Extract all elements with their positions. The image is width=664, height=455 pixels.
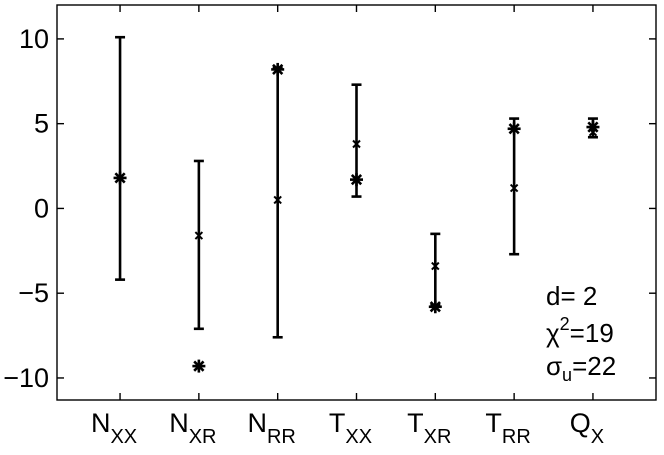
annotation-d: d= 2: [546, 281, 597, 311]
x-category-main: T: [329, 408, 346, 438]
y-tick-label: −5: [18, 278, 49, 308]
annotation-chi-value: =19: [570, 318, 614, 348]
x-category-subscript: RR: [502, 426, 531, 448]
star-marker: [428, 300, 442, 314]
x-category-subscript: XR: [424, 426, 452, 448]
x-category-main: T: [485, 408, 502, 438]
annotation-sigma-value: =22: [572, 351, 616, 381]
x-category-label: TRR: [485, 408, 530, 448]
annotation-sigma: σu=22: [546, 351, 616, 385]
x-category-label: NRR: [247, 408, 295, 448]
y-tick-label: 5: [34, 109, 49, 139]
x-category-subscript: XX: [110, 426, 137, 448]
star-marker: [192, 359, 206, 373]
x-axis-labels: NXX NXR NRR TXX TXR TRR QX: [91, 408, 604, 448]
x-category-main: Q: [570, 408, 591, 438]
y-axis-ticks: −10 −5 0 5 10: [3, 5, 656, 400]
star-stroke: [350, 174, 363, 186]
star-marker: [586, 120, 600, 134]
annotation-chi-symbol: χ: [546, 318, 560, 348]
star-marker: [271, 62, 285, 76]
star-marker: [507, 122, 521, 136]
center-mark: [273, 195, 282, 205]
star-markers: [113, 62, 600, 373]
x-category-subscript: XR: [189, 426, 217, 448]
star-stroke: [508, 123, 520, 135]
x-category-label: NXR: [169, 408, 216, 448]
x-category-main: T: [407, 408, 424, 438]
x-category-main: N: [247, 408, 267, 438]
center-mark: [194, 231, 204, 240]
plot-area: [56, 4, 657, 401]
star-stroke: [114, 172, 126, 184]
star-stroke: [429, 301, 441, 313]
y-tick-label: 10: [19, 24, 49, 54]
x-category-label: TXX: [329, 408, 372, 448]
x-category-label: NXX: [91, 408, 137, 448]
x-category-subscript: XX: [345, 426, 372, 448]
x-category-label: QX: [570, 408, 604, 448]
x-category-subscript: X: [591, 426, 604, 448]
stats-annotation: d= 2 χ2=19 σu=22: [546, 281, 616, 385]
annotation-sigma-symbol: σ: [546, 351, 562, 381]
center-mark: [352, 139, 361, 149]
star-marker: [113, 171, 127, 185]
star-marker: [350, 173, 363, 187]
x-category-label: TXR: [407, 408, 451, 448]
star-stroke: [272, 63, 284, 76]
center-mark: [431, 261, 440, 271]
annotation-chi-square: χ2=19: [546, 314, 614, 348]
star-stroke: [193, 360, 205, 372]
y-tick-label: −10: [3, 363, 49, 393]
annotation-chi-superscript: 2: [560, 314, 570, 334]
center-mark: [509, 183, 519, 193]
star-stroke: [587, 121, 599, 133]
x-category-subscript: RR: [267, 426, 296, 448]
annotation-sigma-subscript: u: [562, 365, 572, 385]
x-category-main: N: [91, 408, 111, 438]
y-tick-label: 0: [34, 193, 49, 223]
x-category-main: N: [169, 408, 189, 438]
